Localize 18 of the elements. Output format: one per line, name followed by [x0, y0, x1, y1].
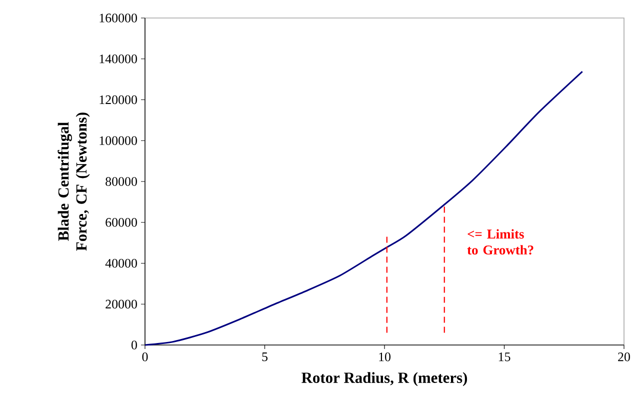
x-tick-label: 20: [618, 352, 630, 362]
line-series: [144, 70, 584, 346]
y-tick-label: 40000: [105, 258, 137, 268]
x-axis-title: Rotor Radius, R (meters): [302, 372, 468, 386]
y-tick-label: 100000: [100, 136, 137, 145]
y-tick-label: 80000: [106, 177, 137, 186]
annotation: <= Limits to Growth?: [467, 229, 534, 255]
x-tick-label: 15: [498, 352, 510, 362]
x-tick-label: 0: [142, 352, 148, 362]
y-tick-label: 160000: [100, 14, 137, 22]
y-tick-label: 20000: [106, 300, 137, 308]
x-tick-label: 5: [262, 352, 268, 362]
y-axis-title: Blade Centrifugal Force, CF (Newtons): [58, 112, 90, 251]
y-tick-label: 60000: [106, 218, 137, 227]
y-tick-label: 120000: [100, 95, 137, 104]
x-tick-label: 10: [379, 352, 390, 362]
y-tick-label: 0: [132, 340, 137, 350]
y-tick-label: 140000: [100, 54, 137, 64]
